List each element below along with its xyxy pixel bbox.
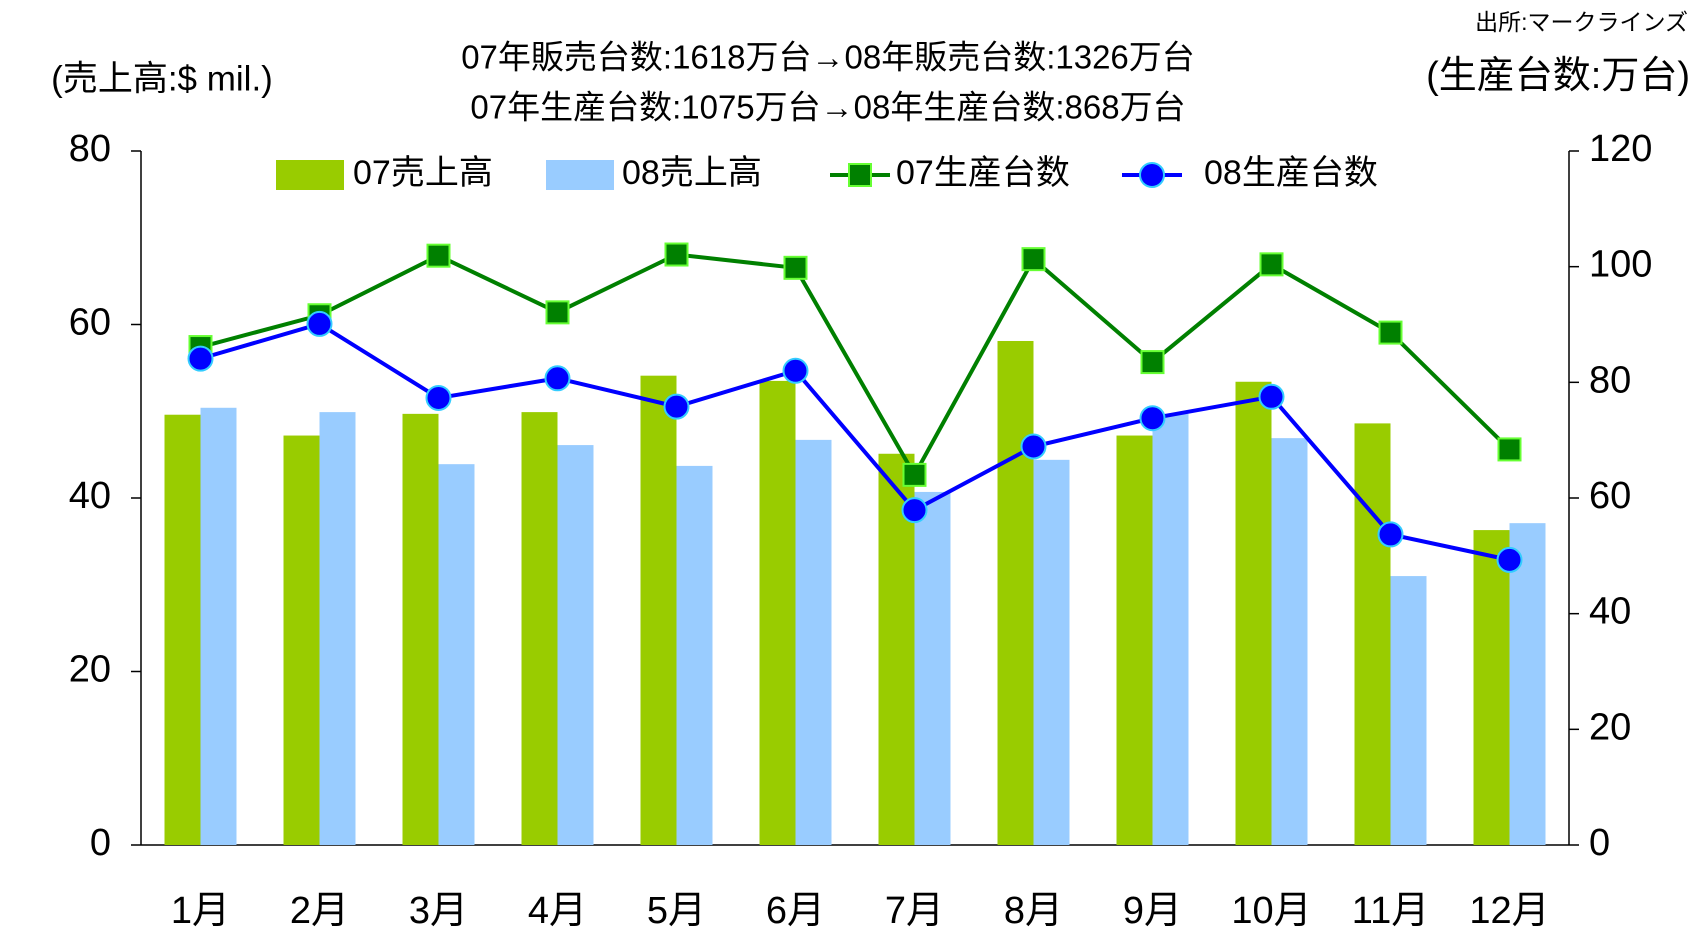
- y2-tick-label: 80: [1589, 359, 1631, 401]
- bar: [676, 465, 713, 845]
- marker: [901, 497, 928, 524]
- marker: [1377, 521, 1404, 548]
- source: 出所:マークラインズ: [1475, 9, 1688, 35]
- bar: [1473, 530, 1510, 845]
- marker: [1496, 546, 1523, 573]
- bar: [200, 407, 237, 845]
- y2-tick-label: 20: [1589, 706, 1631, 748]
- x-tick-label: 3月: [409, 890, 468, 932]
- legend-marker: [848, 163, 872, 187]
- marker: [545, 300, 570, 325]
- bar: [914, 491, 951, 845]
- bar: [759, 380, 796, 845]
- y-tick-label: 80: [69, 128, 111, 170]
- bar: [1033, 459, 1070, 845]
- legend-swatch: [276, 160, 344, 190]
- marker: [664, 242, 689, 267]
- x-tick-label: 4月: [528, 890, 587, 932]
- y2-tick-label: 40: [1589, 591, 1631, 633]
- bar: [1116, 435, 1153, 845]
- x-tick-label: 7月: [885, 890, 944, 932]
- marker: [1259, 252, 1284, 277]
- y-tick-label: 20: [69, 649, 111, 691]
- marker: [1020, 433, 1047, 460]
- bar: [1390, 576, 1427, 845]
- bar: [640, 375, 677, 845]
- y2-tick-label: 100: [1589, 244, 1652, 286]
- legend-label: 07生産台数: [896, 154, 1070, 192]
- marker: [902, 462, 927, 487]
- x-tick-label: 8月: [1004, 890, 1063, 932]
- legend-swatch: [546, 160, 614, 190]
- legend-marker: [1139, 162, 1165, 188]
- y-tick-label: 60: [69, 302, 111, 344]
- line: [199, 252, 1511, 479]
- marker: [187, 345, 214, 372]
- marker: [783, 255, 808, 280]
- x-tick-label: 9月: [1123, 890, 1182, 932]
- y-axis-label: (売上高:$ mil.): [51, 59, 273, 98]
- legend-label: 08生産台数: [1204, 154, 1378, 192]
- marker: [1139, 405, 1166, 432]
- bar: [438, 464, 475, 845]
- x-tick-label: 2月: [290, 890, 349, 932]
- bar: [164, 414, 201, 845]
- annotation: 07年販売台数:1618万台→08年販売台数:1326万台: [461, 39, 1195, 76]
- marker: [782, 357, 809, 384]
- x-tick-label: 1月: [171, 890, 230, 932]
- marker: [306, 310, 333, 337]
- bar: [557, 445, 594, 845]
- marker: [1258, 383, 1285, 410]
- line: [199, 321, 1510, 562]
- y2-axis-label: (生産台数:万台): [1426, 55, 1690, 97]
- bar: [283, 435, 320, 845]
- bar: [1271, 438, 1308, 845]
- bar: [521, 412, 558, 845]
- marker: [426, 243, 451, 268]
- y-tick-label: 0: [90, 822, 111, 864]
- bar: [1235, 381, 1272, 845]
- bar: [795, 439, 832, 845]
- x-tick-label: 11月: [1352, 890, 1429, 932]
- bar: [319, 412, 356, 845]
- legend-label: 07売上高: [353, 154, 493, 192]
- bar: [1354, 423, 1391, 845]
- y-tick-label: 40: [69, 475, 111, 517]
- y2-tick-label: 120: [1589, 128, 1652, 170]
- legend-label: 08売上高: [622, 154, 762, 192]
- marker: [544, 365, 571, 392]
- marker: [1021, 247, 1046, 272]
- marker: [1140, 350, 1165, 375]
- x-tick-label: 10月: [1231, 890, 1311, 932]
- marker: [663, 393, 690, 420]
- y2-tick-label: 0: [1589, 822, 1610, 864]
- bar: [1152, 413, 1189, 845]
- bar: [1509, 523, 1546, 845]
- x-tick-label: 5月: [647, 890, 706, 932]
- x-tick-label: 12月: [1469, 890, 1549, 932]
- bar: [402, 413, 439, 845]
- y2-tick-label: 60: [1589, 475, 1631, 517]
- legend: 07売上高 08売上高 07生産台数 08生産台数: [276, 154, 1378, 192]
- bar: [997, 340, 1034, 845]
- marker: [425, 384, 452, 411]
- marker: [1497, 437, 1522, 462]
- annotation: 07年生産台数:1075万台→08年生産台数:868万台: [470, 89, 1185, 126]
- x-tick-label: 6月: [766, 890, 825, 932]
- marker: [1378, 320, 1403, 345]
